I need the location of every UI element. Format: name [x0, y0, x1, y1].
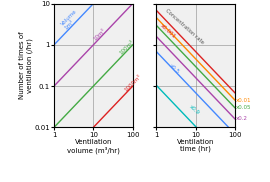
Text: x0.05: x0.05: [236, 105, 251, 110]
Text: Concentration rate: Concentration rate: [164, 8, 205, 45]
Text: 1000m³: 1000m³: [123, 74, 142, 92]
Text: x0.01: x0.01: [236, 98, 251, 102]
Text: 100m³: 100m³: [119, 39, 135, 56]
X-axis label: Ventilation
volume (m³/hr): Ventilation volume (m³/hr): [67, 139, 120, 154]
Text: 10m³: 10m³: [93, 28, 107, 42]
Text: x0.9: x0.9: [188, 104, 200, 116]
Text: Volume
1m³: Volume 1m³: [60, 9, 82, 31]
X-axis label: Ventilation
time (hr): Ventilation time (hr): [177, 139, 214, 153]
Y-axis label: Number of times of
ventilation (/hr): Number of times of ventilation (/hr): [19, 32, 33, 99]
Text: x0.2: x0.2: [236, 116, 248, 121]
Text: x0.5: x0.5: [168, 64, 180, 75]
Text: x0.001: x0.001: [159, 23, 177, 40]
